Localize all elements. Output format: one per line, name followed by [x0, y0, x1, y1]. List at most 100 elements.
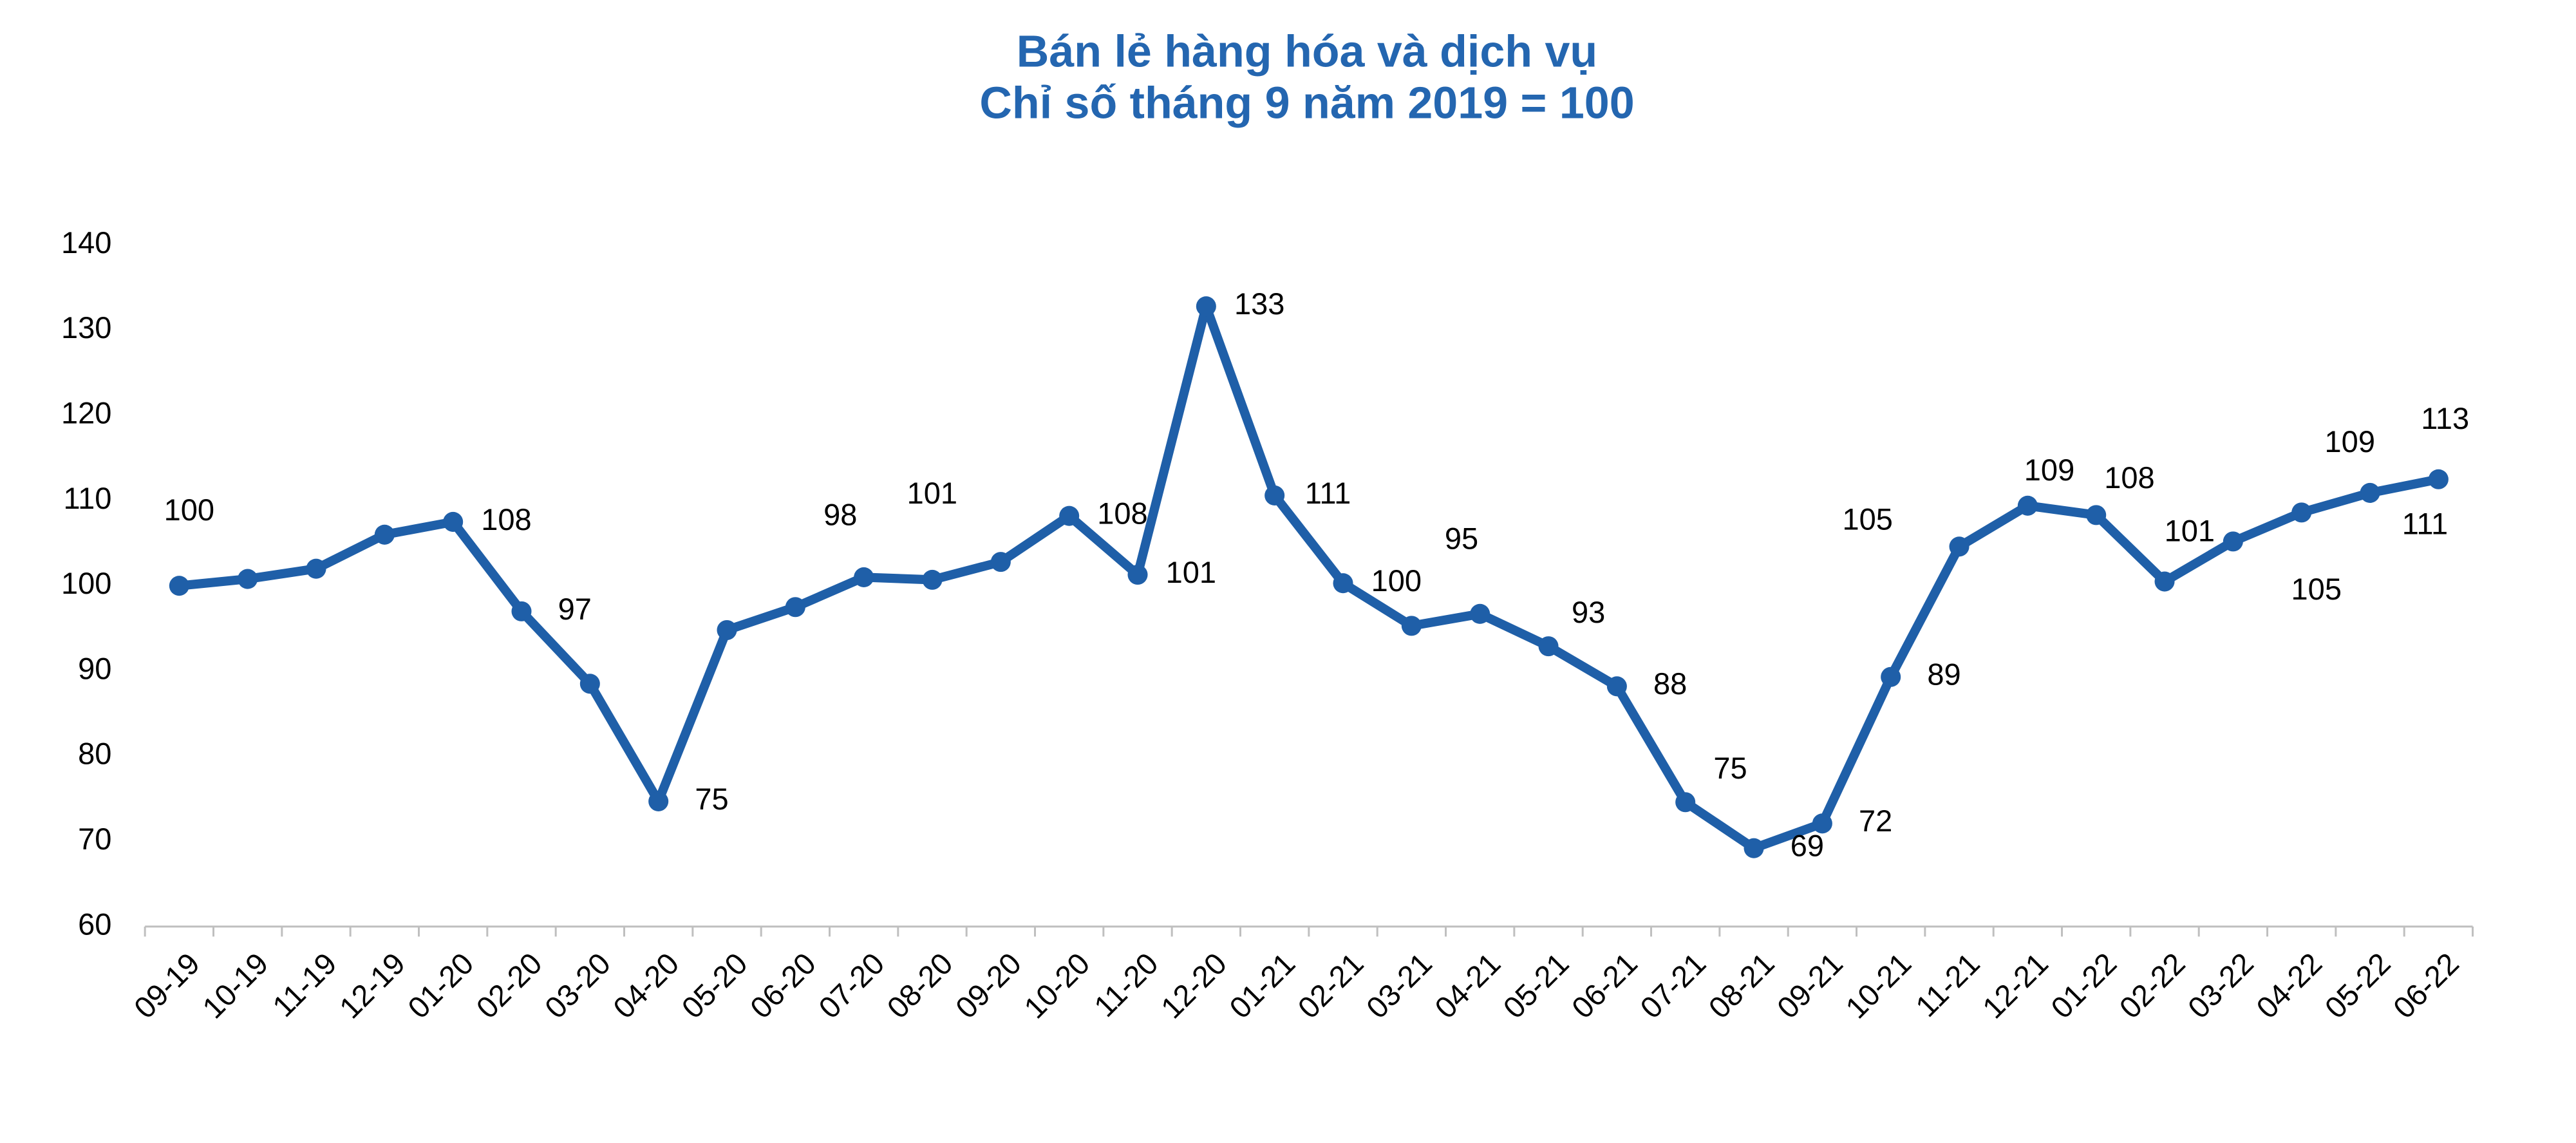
- x-tick-label: 02-21: [1291, 946, 1369, 1025]
- data-label: 101: [2165, 513, 2215, 547]
- data-point: [2428, 469, 2449, 489]
- x-tick-label: 11-19: [266, 946, 343, 1023]
- data-point: [1881, 666, 1901, 687]
- data-point: [1744, 838, 1764, 858]
- data-point: [1127, 564, 1148, 585]
- data-label: 75: [695, 782, 728, 816]
- x-tick-label: 01-22: [2044, 946, 2123, 1025]
- x-tick-label: 10-19: [196, 946, 274, 1025]
- x-tick-label: 12-19: [333, 946, 411, 1025]
- data-label: 133: [1234, 287, 1284, 321]
- x-tick-label: 02-22: [2112, 946, 2191, 1025]
- data-label: 109: [2024, 453, 2074, 487]
- data-label: 101: [1166, 555, 1216, 589]
- data-point: [1059, 505, 1080, 526]
- data-label: 111: [1305, 476, 1351, 510]
- x-tick-label: 03-20: [538, 946, 617, 1025]
- data-point: [511, 601, 532, 621]
- data-point: [785, 597, 805, 618]
- data-label: 95: [1445, 521, 1478, 555]
- y-tick-label: 100: [61, 566, 111, 600]
- x-tick-label: 01-21: [1223, 946, 1301, 1025]
- data-point: [1470, 603, 1490, 624]
- x-tick-label: 04-21: [1428, 946, 1507, 1025]
- data-point: [2223, 531, 2243, 552]
- data-line: [178, 301, 2440, 853]
- data-point: [1264, 485, 1285, 505]
- data-point: [1606, 676, 1627, 697]
- data-point: [1812, 813, 1832, 834]
- data-point: [990, 552, 1011, 572]
- data-label: 111: [2402, 507, 2448, 541]
- data-point: [1538, 636, 1559, 657]
- x-tick-label: 05-22: [2318, 946, 2396, 1025]
- data-label: 98: [823, 497, 857, 531]
- data-point: [2360, 482, 2380, 503]
- x-tick-label: 08-21: [1702, 946, 1780, 1025]
- data-point: [648, 791, 669, 811]
- data-point: [2086, 505, 2107, 525]
- x-tick-label: 11-20: [1087, 946, 1165, 1023]
- data-point: [1196, 296, 1216, 317]
- data-point: [238, 569, 258, 589]
- x-tick-label: 09-20: [949, 946, 1028, 1025]
- y-tick-label: 60: [78, 907, 111, 941]
- data-point: [922, 569, 943, 590]
- data-label: 97: [558, 592, 592, 626]
- data-label: 108: [2104, 460, 2154, 495]
- data-label: 113: [2421, 401, 2469, 435]
- data-label: 100: [164, 493, 214, 527]
- x-tick-label: 11-21: [1909, 946, 1986, 1023]
- x-tick-label: 08-20: [880, 946, 959, 1025]
- x-tick-label: 03-21: [1360, 946, 1438, 1025]
- x-tick-label: 02-20: [469, 946, 548, 1025]
- data-point: [1949, 536, 1970, 557]
- data-point: [579, 674, 600, 694]
- data-label: 108: [481, 502, 531, 536]
- data-point: [2291, 502, 2312, 523]
- x-tick-label: 06-21: [1565, 946, 1644, 1025]
- x-tick-label: 05-20: [675, 946, 753, 1025]
- x-tick-label: 01-20: [401, 946, 480, 1025]
- x-tick-label: 03-22: [2181, 946, 2260, 1025]
- x-tick-label: 07-20: [812, 946, 890, 1025]
- data-label: 75: [1713, 751, 1747, 785]
- data-point: [2017, 495, 2038, 516]
- y-tick-label: 130: [61, 310, 111, 345]
- data-point: [169, 576, 189, 596]
- x-tick-label: 12-21: [1976, 946, 2054, 1025]
- y-tick-label: 90: [78, 651, 111, 685]
- x-tick-label: 04-20: [606, 946, 685, 1025]
- data-point: [374, 524, 395, 545]
- x-tick-label: 04-22: [2250, 946, 2328, 1025]
- x-tick-label: 10-20: [1017, 946, 1096, 1025]
- x-tick-label: 12-20: [1154, 946, 1233, 1025]
- data-point: [854, 567, 874, 587]
- data-point: [1401, 616, 1422, 636]
- data-label: 109: [2325, 424, 2375, 458]
- data-label: 100: [1371, 563, 1422, 598]
- data-point: [717, 619, 737, 640]
- x-tick-label: 07-21: [1633, 946, 1712, 1025]
- data-label: 108: [1097, 496, 1147, 531]
- data-label: 89: [1927, 657, 1960, 692]
- chart-subtitle: Chỉ số tháng 9 năm 2019 = 100: [979, 77, 1634, 128]
- x-tick-label: 10-21: [1839, 946, 1917, 1025]
- y-tick-label: 140: [61, 225, 111, 260]
- x-tick-label: 05-21: [1496, 946, 1575, 1025]
- data-label: 105: [2291, 572, 2342, 606]
- data-label: 105: [1842, 502, 1892, 536]
- x-tick-label: 06-22: [2387, 946, 2465, 1025]
- y-tick-label: 70: [78, 822, 111, 856]
- data-label: 88: [1653, 666, 1687, 701]
- data-label: 69: [1791, 829, 1824, 863]
- y-tick-label: 80: [78, 737, 111, 771]
- data-point: [443, 511, 464, 532]
- data-point: [1333, 573, 1353, 594]
- data-point: [306, 558, 326, 579]
- data-point: [1675, 792, 1696, 813]
- data-label: 101: [907, 476, 957, 510]
- data-point: [2154, 571, 2175, 592]
